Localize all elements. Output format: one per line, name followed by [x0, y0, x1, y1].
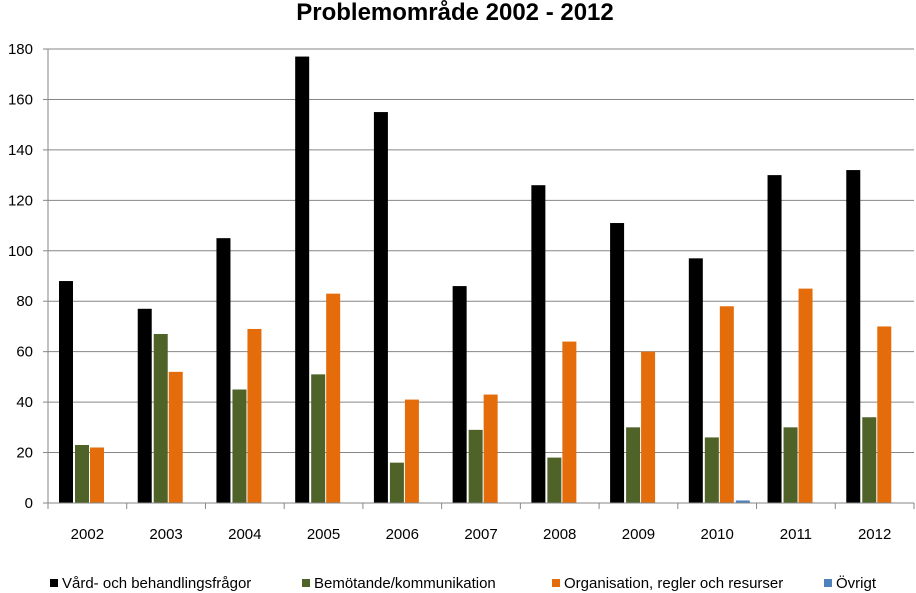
bar-2002-series-2: [75, 444, 89, 503]
bar-2012-series-3: [877, 326, 892, 503]
x-tick-label: 2003: [149, 526, 182, 543]
x-axis-ticks: 2002 2003 2004 2005 2006 2007 2008 2009 2010 2011…: [47, 503, 915, 543]
gridlines: [48, 48, 914, 454]
y-tick-label: 60: [16, 344, 33, 361]
bar-2012-series-2: [862, 417, 877, 503]
y-tick-label: 120: [8, 192, 33, 209]
axes: [47, 49, 914, 504]
legend-item: Bemötande/kommunikation: [302, 575, 496, 592]
legend-swatch: [50, 579, 58, 587]
bar-2011-series-1: [767, 175, 782, 503]
bar-2006-series-1: [373, 112, 388, 504]
x-tick-label: 2008: [543, 526, 576, 543]
legend-item: Organisation, regler och resurser: [552, 575, 783, 592]
y-tick-label: 80: [16, 293, 33, 310]
legend-swatch: [552, 579, 560, 587]
y-tick-label: 100: [8, 243, 33, 260]
bar-2003-series-2: [153, 334, 168, 503]
legend-item: Vård- och behandlingsfrågor: [50, 575, 251, 592]
bar-2007-series-3: [483, 394, 498, 503]
x-tick-label: 2009: [622, 526, 655, 543]
y-tick-label: 20: [16, 445, 33, 462]
legend-label: Övrigt: [836, 574, 877, 592]
legend-label: Organisation, regler och resurser: [564, 575, 783, 592]
bar-2005-series-1: [295, 56, 310, 504]
bar-2004-series-2: [232, 389, 247, 503]
bar-2009-series-3: [641, 351, 656, 503]
bar-2010-series-4: [735, 500, 750, 503]
y-tick-label: 40: [16, 394, 33, 411]
bar-2005-series-3: [326, 293, 341, 503]
bar-2007-series-2: [468, 429, 483, 503]
bar-2010-series-3: [719, 306, 734, 503]
x-tick-label: 2012: [858, 526, 891, 543]
x-tick-label: 2005: [307, 526, 340, 543]
bar-2002-series-1: [59, 281, 73, 503]
bar-2003-series-3: [168, 371, 183, 503]
bar-2011-series-3: [798, 288, 813, 503]
bar-2002-series-3: [90, 447, 104, 503]
legend-swatch: [824, 579, 832, 587]
x-tick-label: 2006: [386, 526, 419, 543]
bar-2004-series-1: [216, 238, 231, 503]
bar-2008-series-3: [562, 341, 577, 503]
bar-2012-series-1: [846, 170, 861, 504]
bar-2009-series-1: [610, 223, 625, 504]
y-tick-label: 160: [8, 91, 33, 108]
x-tick-label: 2004: [228, 526, 261, 543]
x-tick-label: 2007: [464, 526, 497, 543]
chart-title: Problemområde 2002 - 2012: [296, 0, 614, 26]
x-tick-label: 2002: [71, 526, 104, 543]
y-axis-ticks: 0 20 40 60 80 100 120 140 160 180: [8, 41, 48, 512]
bar-2010-series-1: [688, 258, 703, 503]
bar-2006-series-2: [389, 462, 404, 503]
legend: Vård- och behandlingsfrågor Bemötande/kom…: [50, 574, 877, 592]
bar-2006-series-3: [404, 399, 419, 503]
bar-2007-series-1: [452, 286, 467, 503]
bar-2010-series-2: [704, 437, 719, 503]
bar-2008-series-2: [547, 457, 562, 503]
y-tick-label: 0: [25, 495, 33, 512]
bar-2003-series-1: [137, 308, 152, 503]
bars: [59, 56, 892, 504]
y-tick-label: 180: [8, 41, 33, 58]
bar-2011-series-2: [783, 427, 798, 503]
bar-2004-series-3: [247, 328, 262, 503]
y-tick-label: 140: [8, 142, 33, 159]
bar-2005-series-2: [311, 374, 326, 503]
legend-label: Vård- och behandlingsfrågor: [62, 575, 251, 592]
bar-2008-series-1: [531, 185, 546, 503]
legend-item: Övrigt: [824, 574, 877, 592]
legend-swatch: [302, 579, 310, 587]
x-tick-label: 2010: [700, 526, 733, 543]
x-tick-label: 2011: [780, 526, 812, 543]
legend-label: Bemötande/kommunikation: [314, 575, 496, 592]
bar-2009-series-2: [626, 427, 641, 503]
